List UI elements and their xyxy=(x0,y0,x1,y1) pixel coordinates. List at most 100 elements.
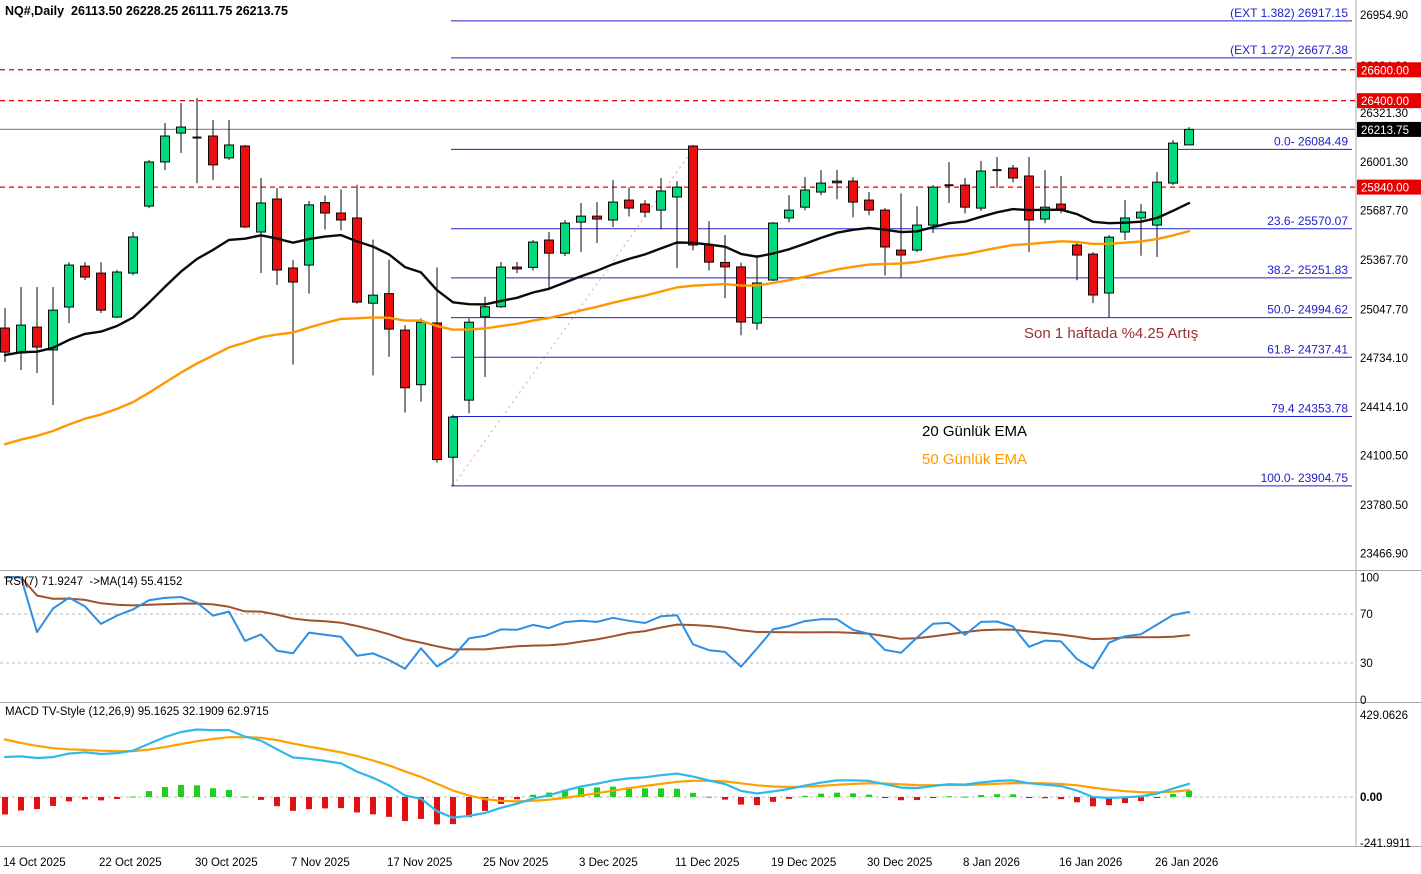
bear-candle-body xyxy=(704,244,714,263)
price-badge-label: 26213.75 xyxy=(1361,125,1409,137)
bear-candle-body xyxy=(544,239,554,254)
bull-candle-body xyxy=(816,182,826,193)
bear-candle-body xyxy=(336,212,346,221)
macd-histogram-bar xyxy=(834,792,840,797)
date-axis-label: 14 Oct 2025 xyxy=(3,857,66,869)
macd-histogram-bar xyxy=(18,797,24,811)
bull-candle-body xyxy=(496,266,506,308)
macd-histogram-bar xyxy=(770,797,776,802)
weekly-change-annotation: Son 1 haftada %4.25 Artış xyxy=(1024,325,1199,342)
ema50-line xyxy=(3,229,1191,446)
bear-candle-body xyxy=(1072,244,1082,256)
macd-histogram-bar xyxy=(210,788,216,797)
price-axis-tick: 26954.90 xyxy=(1360,10,1408,22)
price-levels-layer xyxy=(0,69,1355,188)
macd-histogram-bar xyxy=(674,788,680,797)
bear-candle-body xyxy=(96,272,106,311)
macd-histogram-bar xyxy=(850,793,856,797)
date-axis-label: 11 Dec 2025 xyxy=(675,857,739,869)
bear-candle-body xyxy=(848,180,858,203)
macd-histogram-bar xyxy=(98,797,104,801)
date-axis-label: 22 Oct 2025 xyxy=(99,857,162,869)
rsi-axis-tick: 30 xyxy=(1360,658,1373,670)
macd-histogram-bar xyxy=(386,797,392,817)
macd-histogram-bar xyxy=(450,797,456,825)
macd-histogram-bar xyxy=(194,785,200,797)
bull-candle-body xyxy=(1120,217,1130,233)
price-axis-tick: 24100.50 xyxy=(1360,451,1408,463)
date-axis-label: 19 Dec 2025 xyxy=(771,857,836,869)
rsi-ma-line xyxy=(4,576,1190,651)
date-axis-label: 3 Dec 2025 xyxy=(579,857,638,869)
bull-candle-body xyxy=(464,321,474,401)
date-axis-label: 8 Jan 2026 xyxy=(963,857,1020,869)
macd-axis: 429.0626 0.00 -241.9911 xyxy=(1360,710,1411,850)
fib-level-label: 79.4 24353.78 xyxy=(1271,402,1348,416)
price-badge-label: 26400.00 xyxy=(1361,96,1409,108)
macd-histogram-bar xyxy=(114,797,120,800)
macd-histogram-bar xyxy=(1090,797,1096,807)
macd-histogram-bar xyxy=(242,796,248,798)
bear-candle-body xyxy=(272,198,282,271)
price-axis-tick: 26321.30 xyxy=(1360,108,1408,120)
macd-histogram-bar xyxy=(1170,793,1176,797)
bear-candle-body xyxy=(320,202,330,214)
macd-histogram-bar xyxy=(1106,797,1112,806)
macd-histogram-bar xyxy=(530,794,536,797)
macd-histogram-bar xyxy=(562,789,568,797)
macd-histogram-bar xyxy=(882,797,888,798)
bear-candle-body xyxy=(400,329,410,389)
date-axis-label: 25 Nov 2025 xyxy=(483,857,548,869)
macd-histogram-bar xyxy=(818,793,824,797)
rsi-indicator-header: RSI(7) 71.9247 ->MA(14) 55.4152 xyxy=(5,576,183,588)
macd-indicator-header: MACD TV-Style (12,26,9) 95.1625 32.1909 … xyxy=(5,706,269,718)
bear-candle-body xyxy=(1056,203,1066,210)
macd-histogram-bar xyxy=(706,796,712,798)
symbol-ohlc-title: NQ#,Daily 26113.50 26228.25 26111.75 262… xyxy=(5,4,288,18)
rsi-axis-tick: 70 xyxy=(1360,609,1373,621)
macd-histogram-bar xyxy=(802,795,808,797)
fib-level-label: 23.6- 25570.07 xyxy=(1267,214,1348,228)
macd-histogram-bar xyxy=(2,797,8,815)
ema50-legend-label: 50 Günlük EMA xyxy=(922,451,1028,468)
bear-candle-body xyxy=(432,322,442,461)
bull-candle-body xyxy=(480,306,490,318)
bear-candle-body xyxy=(240,145,250,228)
macd-histogram-bar xyxy=(466,797,472,818)
bull-candle-body xyxy=(112,271,122,318)
macd-histogram-bar xyxy=(962,796,968,798)
alert-price-badge xyxy=(1357,62,1421,78)
date-axis-label: 17 Nov 2025 xyxy=(387,857,452,869)
macd-histogram-bar xyxy=(754,797,760,806)
macd-histogram-bar xyxy=(130,796,136,798)
macd-histogram-bar xyxy=(1058,797,1064,800)
fib-level-label: 100.0- 23904.75 xyxy=(1261,471,1349,485)
macd-histogram-bar xyxy=(1042,797,1048,799)
macd-histogram-bar xyxy=(1122,797,1128,804)
rsi-axis-tick: 0 xyxy=(1360,695,1366,707)
macd-histogram-bar xyxy=(1010,794,1016,797)
macd-histogram-bar xyxy=(866,794,872,797)
macd-histogram-bar xyxy=(66,797,72,802)
bear-candle-body xyxy=(288,267,298,283)
date-axis-label: 30 Dec 2025 xyxy=(867,857,932,869)
bull-candle-body xyxy=(1104,236,1114,294)
bear-candle-body xyxy=(512,266,522,270)
rsi-axis-tick: 100 xyxy=(1360,572,1379,584)
price-axis-tick: 23780.50 xyxy=(1360,500,1408,512)
bull-candle-body xyxy=(64,264,74,308)
macd-histogram-bar xyxy=(418,797,424,819)
macd-histogram-bar xyxy=(946,796,952,798)
macd-histogram-bar xyxy=(978,795,984,797)
macd-histogram-bar xyxy=(738,797,744,805)
bull-candle-body xyxy=(224,144,234,159)
macd-histogram-bar xyxy=(786,797,792,799)
macd-histogram-bar xyxy=(1138,797,1144,802)
doji-candle-body xyxy=(992,169,1002,172)
bull-candle-body xyxy=(1152,181,1162,226)
bear-candle-body xyxy=(592,215,602,220)
macd-histogram-bar xyxy=(722,797,728,800)
macd-histogram-bar xyxy=(290,797,296,811)
